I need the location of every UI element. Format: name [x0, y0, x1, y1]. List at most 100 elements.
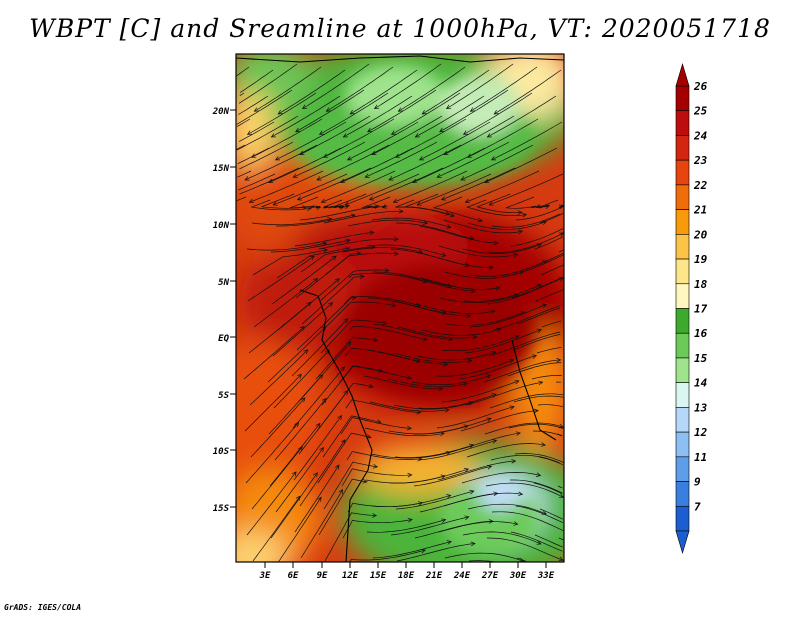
streamline-arrowhead	[466, 313, 472, 319]
streamline-arrowhead	[438, 386, 444, 392]
streamline-arrowhead	[558, 493, 564, 498]
map-title: WBPT [C] and Sreamline at 1000hPa, VT: 2…	[29, 14, 771, 43]
streamline	[414, 520, 494, 539]
streamline	[484, 147, 558, 183]
streamline	[441, 167, 516, 201]
colorbar-swatch	[675, 308, 690, 334]
streamline-arrowhead	[292, 173, 298, 178]
streamline-arrowhead	[445, 104, 452, 110]
streamline	[247, 255, 315, 302]
streamline	[323, 210, 403, 224]
streamline	[317, 432, 371, 484]
streamline-arrowhead	[374, 204, 380, 209]
colorbar-swatch	[675, 431, 690, 458]
lon-tick: 24E	[453, 562, 471, 581]
streamline	[236, 118, 251, 127]
streamline	[465, 381, 543, 406]
streamline	[370, 451, 451, 459]
streamline	[539, 213, 564, 224]
streamline-arrowhead	[274, 156, 280, 161]
streamline	[558, 249, 564, 253]
streamline	[395, 222, 475, 240]
streamline-arrowhead	[540, 442, 546, 447]
colorbar-swatch	[675, 85, 690, 112]
streamline	[437, 141, 510, 178]
streamline	[494, 69, 562, 115]
colorbar-swatch	[675, 407, 690, 433]
lon-tick: 9E	[317, 562, 328, 581]
streamline	[245, 422, 299, 484]
streamline	[238, 121, 275, 142]
colorbar-label: 7	[694, 500, 701, 513]
streamline-arrowhead	[318, 130, 325, 135]
colorbar-swatch	[675, 209, 690, 235]
streamline	[396, 274, 476, 292]
streamline	[236, 196, 247, 202]
streamline	[371, 115, 443, 155]
streamline	[460, 410, 539, 432]
streamline-arrowhead	[301, 104, 308, 110]
wbpt-shaded-field	[236, 54, 564, 562]
streamline	[393, 401, 474, 410]
streamline	[443, 492, 523, 507]
streamline	[510, 531, 563, 552]
streamline-arrowhead	[541, 303, 548, 308]
lon-label: 12E	[342, 571, 359, 581]
streamline	[270, 239, 351, 253]
streamline-arrowhead	[316, 205, 322, 211]
streamline	[556, 433, 562, 436]
streamline	[239, 92, 245, 96]
streamline	[369, 401, 450, 412]
colorbar-label: 12	[694, 426, 708, 439]
streamline	[268, 147, 342, 183]
streamline	[236, 144, 246, 150]
streamline-arrowhead	[272, 201, 278, 206]
map-frame	[235, 53, 565, 563]
streamline	[517, 307, 561, 325]
streamline-arrowhead	[444, 407, 450, 413]
lat-tick: 15N	[213, 164, 236, 174]
streamline	[368, 349, 448, 365]
streamline	[271, 95, 341, 138]
streamline-arrowhead	[486, 133, 492, 138]
streamline-arrowhead	[509, 405, 515, 410]
streamline-arrowhead	[299, 150, 305, 155]
streamline	[347, 121, 419, 161]
streamline	[491, 511, 564, 532]
streamline	[422, 69, 490, 115]
colorbar-swatch	[675, 456, 690, 482]
streamline-arrowhead	[331, 255, 337, 261]
streamline	[244, 144, 318, 181]
streamline-arrowhead	[334, 464, 340, 470]
streamline-arrowhead	[460, 176, 466, 181]
streamline	[339, 365, 412, 383]
streamline-arrowhead	[342, 133, 348, 138]
streamline	[397, 326, 477, 339]
streamline	[261, 193, 307, 209]
streamline-arrowhead	[541, 220, 548, 225]
colorbar-label: 17	[694, 303, 708, 316]
streamline-arrowhead	[345, 238, 351, 244]
streamline	[469, 304, 547, 328]
lon-label: 33E	[537, 571, 555, 581]
streamline-arrowhead	[351, 295, 357, 301]
longitude-axis: 3E 6E 9E 12E 15E 18E 21E 24E 27E 30E 33E	[259, 562, 555, 581]
streamline	[467, 503, 547, 515]
streamline-arrowhead	[368, 383, 374, 389]
streamline	[393, 170, 468, 203]
streamline-arrowhead	[340, 178, 346, 184]
streamline	[418, 440, 497, 461]
streamline	[299, 439, 346, 507]
streamline	[236, 66, 250, 76]
streamline	[459, 355, 537, 380]
streamline-arrowhead	[491, 439, 498, 444]
lon-label: 3E	[259, 571, 271, 581]
streamline	[512, 334, 561, 351]
streamline-arrowhead	[490, 309, 496, 314]
streamline	[315, 337, 378, 380]
streamline	[250, 397, 306, 458]
streamline	[251, 218, 332, 226]
streamline-arrowhead	[322, 241, 328, 247]
streamline	[301, 276, 365, 325]
